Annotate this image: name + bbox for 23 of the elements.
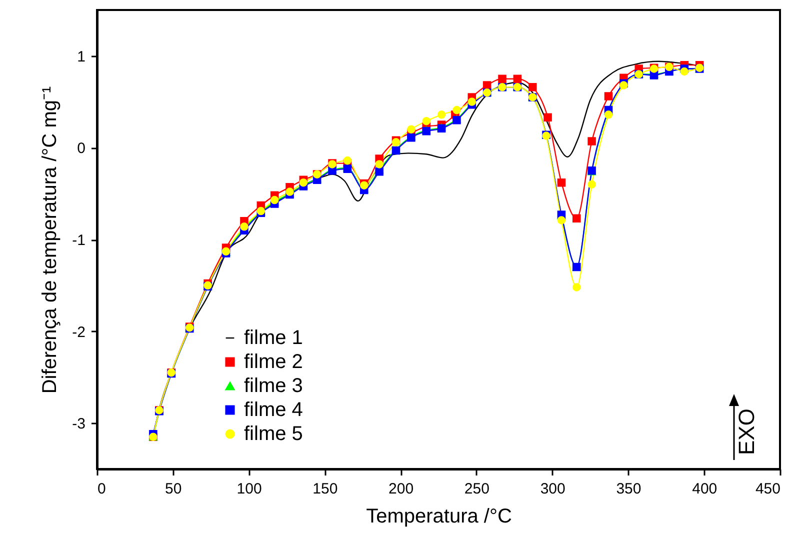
x-tick-label: 0: [98, 480, 106, 498]
x-tick-label: 100: [236, 480, 262, 498]
x-tick-label: 150: [312, 480, 338, 498]
annotation: EXO: [734, 408, 760, 455]
y-tick-label: 1: [77, 48, 86, 66]
y-tick-label: -2: [72, 324, 86, 341]
legend-label: filme 5: [244, 423, 303, 445]
x-tick-label: 450: [755, 480, 780, 498]
x-axis-title: Temperatura /°C: [366, 506, 512, 528]
x-tick-label: 300: [540, 480, 566, 498]
legend-label: filme 4: [244, 399, 303, 421]
legend-label: filme 2: [244, 351, 303, 373]
x-tick-label: 200: [388, 480, 414, 498]
legend-label: filme 3: [244, 375, 303, 397]
y-axis-title: Diferença de temperatura /°C mg⁻¹: [39, 86, 62, 394]
y-tick-label: -1: [72, 232, 86, 249]
x-tick-label: 250: [464, 480, 490, 498]
x-tick-label: 50: [165, 480, 182, 498]
y-tick-label: 0: [77, 140, 86, 158]
legend-label: filme 1: [244, 327, 303, 349]
x-tick-label: 350: [616, 480, 642, 498]
x-tick-label: 400: [692, 480, 718, 498]
y-tick-label: -3: [72, 416, 86, 433]
